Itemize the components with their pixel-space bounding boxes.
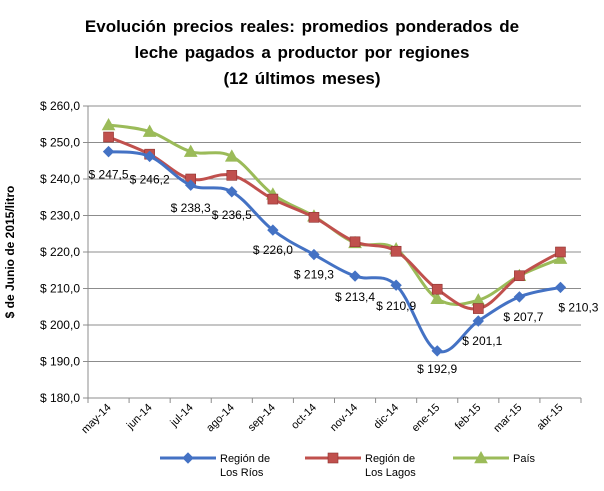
data-point-marker [472,303,484,314]
legend-label: País [513,453,536,465]
data-point-marker [101,117,116,131]
data-point-marker [267,193,279,205]
data-point-marker [390,279,402,291]
data-point-marker [102,145,115,158]
data-point-marker [308,248,320,261]
legend: Región de Los Ríos Región de Los Lagos País [160,450,536,479]
y-tick-label: $ 180,0 [40,391,80,405]
data-point-marker [555,246,566,258]
legend-label: Región de [365,453,415,465]
legend-label: Región de [220,453,270,465]
data-point-marker [553,251,568,264]
data-point-marker [431,283,443,295]
data-point-marker [267,224,279,236]
x-tick-label: sep-14 [246,402,278,434]
y-axis-label: $ de Junio de 2015/litro [3,186,17,319]
data-label: $ 238,3 [171,201,211,215]
data-label: $ 201,1 [462,334,502,348]
data-label: $ 219,3 [294,268,334,282]
data-point-marker [431,345,443,357]
data-point-marker [349,270,361,282]
data-label: $ 207,7 [503,310,543,324]
data-labels: $ 247,5 $ 246,2 $ 238,3 $ 236,5 $ 226,0$ 219… [89,168,599,376]
data-point-marker [183,144,198,157]
x-tick-label: dic-14 [372,402,402,432]
x-tick-label: jun-14 [124,402,155,433]
x-tick-label: jul-14 [168,402,196,430]
data-label: $ 226,0 [253,243,293,257]
data-label: $ 210,9 [376,299,416,313]
legend-label: Los Ríos [220,467,264,479]
data-label: $ 192,9 [417,362,457,376]
chart-title-line-2: leche pagados a productor por regiones [134,43,470,62]
data-point-marker [185,179,197,191]
legend-item-3: País [453,450,536,465]
axes: $ 180,0 $ 190,0 $ 200,0 $ 210,0 $ 220,0 $ 230… [3,99,582,436]
x-tick-label: nov-14 [328,402,360,434]
data-point-marker [224,149,239,162]
x-tick-label: oct-14 [289,402,319,432]
legend-item-1: Región de Los Ríos [160,452,270,479]
y-tick-label: $ 220,0 [40,245,80,259]
x-tick-label: ago-14 [204,402,237,435]
data-point-marker [349,236,361,248]
data-point-marker [226,170,238,181]
legend-label: Los Lagos [365,467,416,479]
data-label: $ 213,4 [335,290,375,304]
legend-marker [474,450,488,464]
legend-marker [327,452,339,464]
data-label: $ 210,3 [558,300,598,314]
data-point-marker [430,291,445,305]
data-point-marker [226,186,238,198]
legend-item-2: Región de Los Lagos [305,452,416,479]
data-point-marker [308,212,320,223]
y-tick-label: $ 230,0 [40,209,80,223]
y-tick-label: $ 210,0 [40,282,80,296]
series-line [107,135,562,311]
x-tick-label: mar-15 [491,402,524,435]
y-tick-label: $ 200,0 [40,318,80,332]
chart-title-line-3: (12 últimos meses) [223,69,381,88]
data-label: $ 246,2 [130,172,170,186]
chart-title: Evolución precios reales: promedios pond… [0,14,604,92]
x-tick-label: may-14 [79,402,113,436]
y-tick-label: $ 240,0 [40,172,80,186]
x-tick-label: feb-15 [453,402,484,433]
data-point-marker [143,150,156,163]
y-tick-label: $ 250,0 [40,136,80,150]
series-lines [101,117,568,357]
data-point-marker [513,291,526,303]
data-label: $ 247,5 [89,168,129,182]
x-tick-label: ene-15 [410,402,443,435]
data-point-marker [514,270,525,282]
series-1 [102,145,567,357]
data-label: $ 236,5 [212,208,252,222]
chart-title-line-1: Evolución precios reales: promedios pond… [84,17,520,36]
y-tick-label: $ 190,0 [40,355,80,369]
series-2 [103,131,566,314]
data-point-marker [142,124,157,137]
legend-marker [182,452,194,464]
y-tick-label: $ 260,0 [40,99,80,113]
data-point-marker [103,131,114,143]
data-point-marker [390,245,402,257]
data-point-marker [554,281,567,294]
data-point-marker [472,315,484,327]
x-tick-label: abr-15 [535,402,566,433]
gridlines [88,105,581,399]
